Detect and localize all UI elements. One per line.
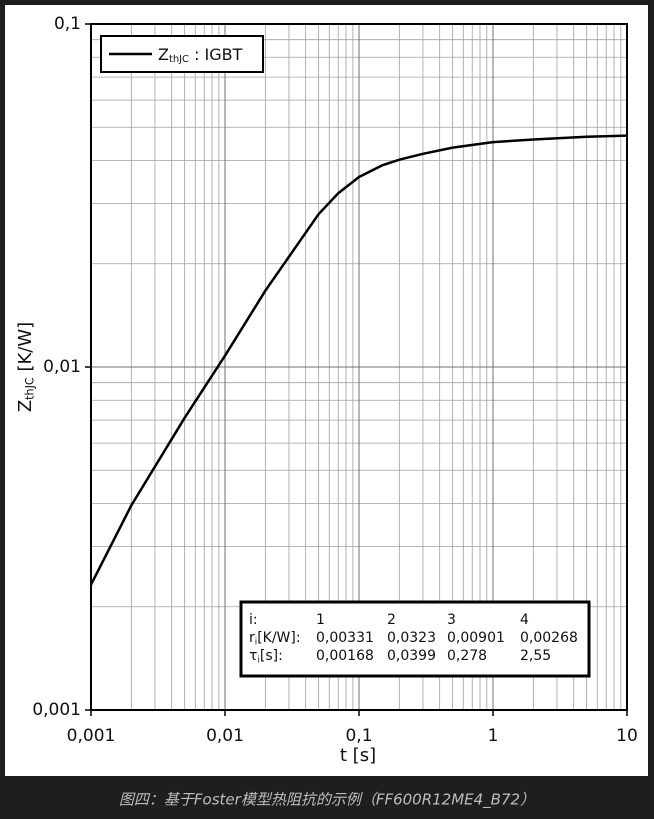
- table-cell: 0,278: [447, 648, 487, 664]
- legend-label-rest: : IGBT: [189, 45, 243, 64]
- table-row-label-rest: [K/W]:: [257, 630, 300, 646]
- x-tick-label: 10: [616, 726, 638, 746]
- y-tick-label: 0,001: [32, 700, 81, 720]
- x-tick-label: 0,01: [206, 726, 244, 746]
- x-tick-label: 0,1: [345, 726, 372, 746]
- table-row-label-main: i:: [249, 612, 258, 628]
- table-row-label: τi[s]:: [249, 648, 283, 665]
- table-cell: 2,55: [520, 648, 551, 664]
- table-row-label-main: r: [249, 630, 255, 646]
- x-tick-label: 1: [488, 726, 499, 746]
- table-row-label-rest: [s]:: [260, 648, 283, 664]
- table-cell: 0,00268: [520, 630, 578, 646]
- table-cell: 0,00901: [447, 630, 505, 646]
- y-tick-label: 0,1: [54, 14, 81, 34]
- table-row-label-sub: i: [255, 637, 257, 647]
- foster-table-box: [239, 600, 591, 678]
- table-cell: 0,00168: [316, 648, 374, 664]
- y-tick-label: 0,01: [43, 357, 81, 377]
- x-tick-label: 0,001: [67, 726, 116, 746]
- y-axis-title-sub: thJC: [24, 377, 37, 400]
- table-cell: 0,0399: [387, 648, 436, 664]
- table-cell: 4: [520, 612, 529, 628]
- plot-border: [90, 23, 628, 711]
- table-row-label-sub: i: [257, 655, 259, 665]
- table-cell: 2: [387, 612, 396, 628]
- x-axis-title: t [s]: [340, 745, 376, 766]
- y-axis-title-main: Z: [15, 400, 36, 412]
- table-cell: 1: [316, 612, 325, 628]
- table-row-label: ri[K/W]:: [249, 630, 301, 647]
- legend-label-main: Z: [158, 45, 169, 64]
- table-cell: 3: [447, 612, 456, 628]
- table-cell: 0,0323: [387, 630, 436, 646]
- table-cell: 0,00331: [316, 630, 374, 646]
- caption: 图四：基于Foster模型热阻抗的示例（FF600R12ME4_B72）: [119, 791, 535, 810]
- table-row-label: i:: [249, 612, 258, 628]
- legend-label-sub: thJC: [169, 54, 189, 65]
- series-line: [89, 134, 628, 586]
- legend-label: ZthJC : IGBT: [158, 45, 243, 66]
- table-row-label-main: τ: [249, 648, 257, 664]
- y-axis-title: ZthJC [K/W]: [15, 322, 37, 412]
- y-axis-title-rest: [K/W]: [15, 322, 36, 377]
